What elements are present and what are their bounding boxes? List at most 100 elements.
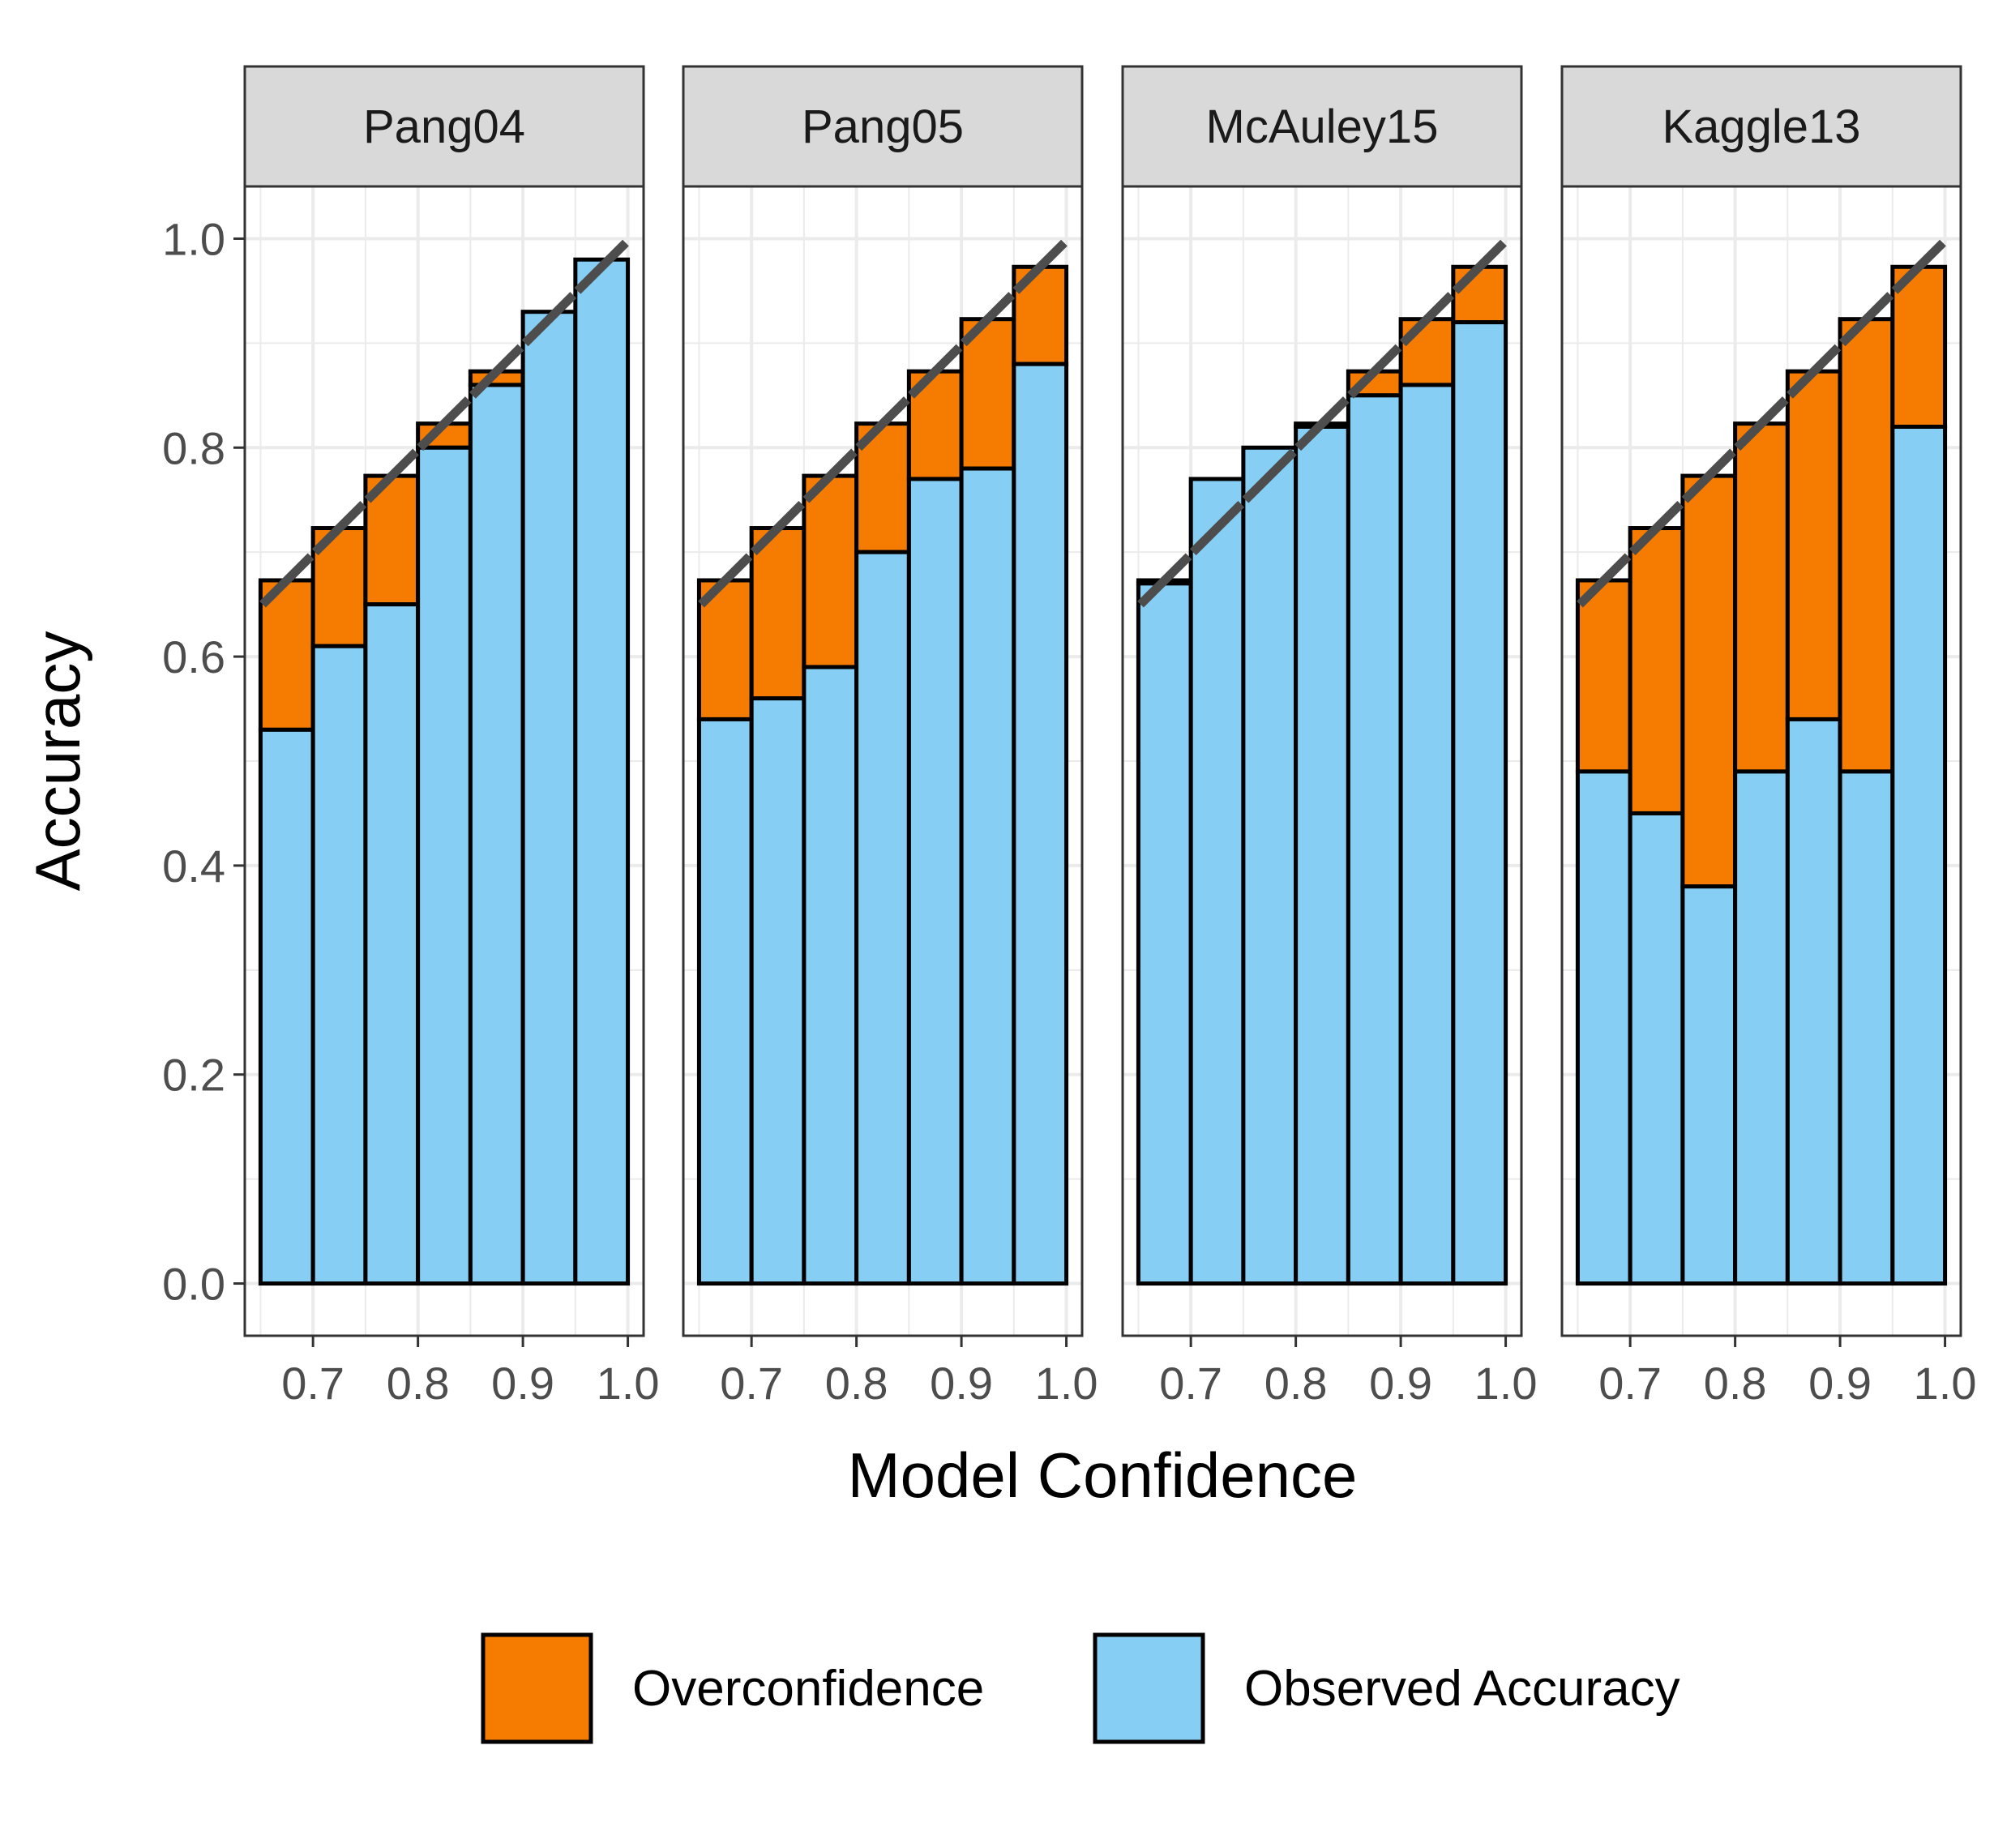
- x-tick-label: 0.9: [1369, 1358, 1432, 1409]
- bar-observed-accuracy: [1575, 769, 1632, 1286]
- bar-observed-accuracy: [1890, 424, 1948, 1286]
- bar-observed-accuracy: [854, 550, 911, 1286]
- calibration-dash: [1577, 553, 1632, 608]
- calibration-dash: [750, 500, 806, 556]
- bar-overconfidence: [1680, 473, 1738, 889]
- bar-observed-accuracy: [1733, 769, 1790, 1286]
- calibration-dash: [521, 292, 577, 347]
- bar-observed-accuracy: [1346, 393, 1403, 1286]
- calibration-dash: [574, 239, 629, 294]
- bar-observed-accuracy: [520, 310, 578, 1286]
- bar-observed-accuracy: [1838, 769, 1895, 1286]
- bar-observed-accuracy: [1188, 477, 1246, 1286]
- facet-title: McAuley15: [1206, 101, 1439, 153]
- facet-strip: [1121, 65, 1523, 188]
- calibration-dash: [1628, 500, 1684, 556]
- legend-item-observed-accuracy: Observed Accuracy: [1093, 1632, 1680, 1744]
- y-tick-label: 0.2: [162, 1050, 225, 1101]
- bar-overconfidence: [1890, 264, 1948, 429]
- calibration-dash: [802, 448, 858, 503]
- facet-strip: [682, 65, 1084, 188]
- x-axis-title: Model Confidence: [848, 1439, 1358, 1511]
- bar-observed-accuracy: [906, 477, 964, 1286]
- calibration-dash: [855, 396, 910, 451]
- calibration-dash: [1294, 396, 1350, 451]
- bar-observed-accuracy: [468, 383, 525, 1286]
- legend: Overconfidence Observed Accuracy: [481, 1632, 1680, 1744]
- calibration-dash: [1734, 396, 1789, 451]
- x-tick-label: 1.0: [1035, 1358, 1098, 1409]
- calibration-dash: [908, 344, 963, 399]
- legend-item-overconfidence: Overconfidence: [481, 1632, 984, 1744]
- x-tick-label: 0.7: [281, 1358, 344, 1409]
- bar-observed-accuracy: [1628, 811, 1685, 1286]
- calibration-dash: [259, 553, 315, 608]
- bar-observed-accuracy: [1294, 424, 1350, 1286]
- bar-observed-accuracy: [959, 466, 1016, 1286]
- calibration-dash: [1012, 239, 1068, 294]
- bar-observed-accuracy: [416, 445, 473, 1286]
- facet-strip: [243, 65, 645, 188]
- bar-overconfidence: [749, 526, 807, 701]
- calibration-dash: [417, 396, 472, 451]
- calibration-dash: [1838, 292, 1894, 347]
- bar-observed-accuracy: [573, 257, 631, 1286]
- bar-observed-accuracy: [363, 602, 421, 1286]
- bar-observed-accuracy: [1136, 581, 1193, 1286]
- facet-title: Pang04: [363, 101, 525, 153]
- calibration-dash: [1242, 448, 1297, 503]
- y-tick-label: 0.0: [162, 1259, 225, 1310]
- facet-pang05: Pang05 0.7 0.8 0.9 1.0: [682, 65, 1098, 1409]
- bar-overconfidence: [1628, 526, 1685, 815]
- calibration-dash: [1347, 344, 1402, 399]
- bar-observed-accuracy: [749, 696, 807, 1286]
- y-tick-label: 1.0: [162, 213, 225, 264]
- facet-panels: Pang04 0.7 0.8 0.9 1.0 Pang05 0.7 0.8 0.9 1.0 McAu…: [243, 65, 1977, 1409]
- calibration-dash: [469, 344, 524, 399]
- calibration-dash: [1786, 344, 1842, 399]
- bar-observed-accuracy: [1241, 445, 1299, 1286]
- bar-observed-accuracy: [1785, 717, 1842, 1286]
- calibration-dash: [1681, 448, 1736, 503]
- x-tick-label: 0.8: [825, 1358, 888, 1409]
- calibration-dash: [311, 500, 367, 556]
- calibration-dash: [364, 448, 419, 503]
- x-tick-label: 0.8: [1264, 1358, 1328, 1409]
- bar-overconfidence: [1785, 369, 1842, 721]
- facet-pang04: Pang04 0.7 0.8 0.9 1.0: [243, 65, 660, 1409]
- legend-swatch: [1093, 1632, 1205, 1744]
- x-tick-label: 0.7: [1598, 1358, 1662, 1409]
- bar-observed-accuracy: [1680, 884, 1738, 1286]
- bar-observed-accuracy: [258, 727, 315, 1286]
- bar-overconfidence: [1575, 578, 1632, 774]
- x-tick-label: 1.0: [1914, 1358, 1977, 1409]
- calibration-dash: [698, 553, 753, 608]
- facet-kaggle13: Kaggle13 0.7 0.8 0.9 1.0: [1560, 65, 1977, 1409]
- y-tick-label: 0.6: [162, 631, 225, 682]
- x-tick-label: 0.7: [1159, 1358, 1222, 1409]
- bar-overconfidence: [1838, 317, 1895, 774]
- facet-strip: [1560, 65, 1962, 188]
- calibration-dash: [1189, 500, 1245, 556]
- bar-overconfidence: [802, 473, 859, 669]
- calibration-dash: [1399, 292, 1455, 347]
- facet-title: Pang05: [802, 101, 964, 153]
- bar-overconfidence: [1398, 317, 1456, 387]
- bar-observed-accuracy: [1398, 383, 1456, 1286]
- y-axis-title: Accuracy: [22, 631, 93, 892]
- bar-overconfidence: [1451, 264, 1508, 325]
- bar-observed-accuracy: [696, 717, 754, 1286]
- facet-title: Kaggle13: [1662, 101, 1860, 153]
- x-tick-label: 1.0: [1474, 1358, 1538, 1409]
- bar-overconfidence: [1733, 421, 1790, 774]
- calibration-dash: [1452, 239, 1507, 294]
- x-tick-label: 0.9: [1808, 1358, 1872, 1409]
- y-tick-label: 0.4: [162, 841, 225, 892]
- y-tick-label: 0.8: [162, 422, 225, 473]
- legend-swatch: [481, 1632, 593, 1744]
- x-tick-label: 0.8: [387, 1358, 450, 1409]
- calibration-dash: [1891, 239, 1946, 294]
- bar-observed-accuracy: [1451, 320, 1508, 1286]
- x-tick-label: 0.7: [720, 1358, 783, 1409]
- calibration-dash: [1137, 553, 1192, 608]
